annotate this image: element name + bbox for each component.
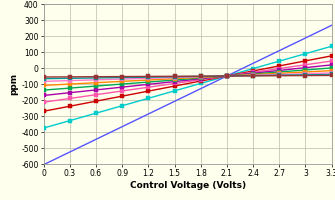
- Y-axis label: ppm: ppm: [9, 73, 18, 95]
- X-axis label: Control Voltage (Volts): Control Voltage (Volts): [130, 181, 246, 190]
